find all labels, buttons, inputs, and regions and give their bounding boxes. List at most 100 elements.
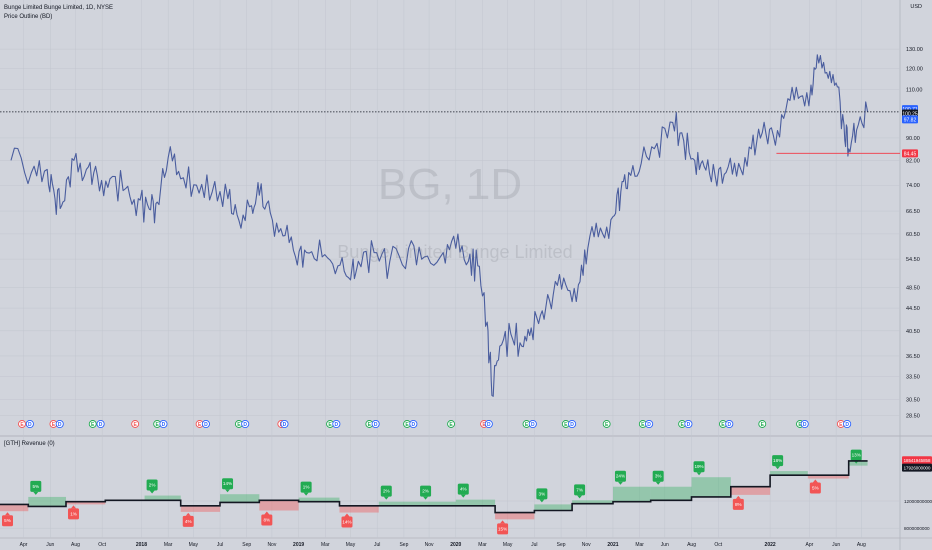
revenue-surprise-area[interactable] — [534, 504, 573, 511]
dividend-marker[interactable] — [568, 419, 577, 429]
revenue-surprise-label: 3% — [655, 474, 662, 479]
revenue-surprise-badge[interactable] — [222, 478, 234, 490]
revenue-surprise-area[interactable] — [770, 471, 808, 476]
revenue-surprise-badge[interactable] — [652, 470, 664, 482]
revenue-surprise-badge[interactable] — [146, 479, 158, 491]
revenue-surprise-badge[interactable] — [420, 485, 432, 497]
revenue-surprise-badge[interactable] — [341, 516, 353, 528]
revenue-surprise-area[interactable] — [28, 496, 67, 507]
event-marker-label: E — [482, 422, 486, 428]
earnings-marker[interactable] — [18, 420, 26, 428]
revenue-surprise-badge[interactable] — [457, 483, 469, 495]
revenue-surprise-badge[interactable] — [574, 484, 586, 496]
revenue-surprise-badge[interactable] — [300, 481, 312, 493]
dividend-marker[interactable] — [371, 419, 380, 429]
event-marker-label: E — [798, 422, 802, 428]
price-tag-label: 84.45 — [904, 151, 917, 157]
price-axis-tick: 110.00 — [906, 87, 922, 93]
revenue-surprise-area[interactable] — [144, 495, 181, 501]
event-marker-label: E — [368, 422, 372, 428]
event-marker-label: D — [531, 422, 535, 428]
revenue-surprise-area[interactable] — [650, 486, 692, 501]
revenue-panel-title[interactable]: [GTH] Revenue (0) — [4, 441, 55, 447]
symbol-legend[interactable]: Bunge Limited Bunge Limited, 1D, NYSE — [4, 5, 114, 11]
time-axis-label: May — [189, 542, 199, 548]
dividend-marker[interactable] — [484, 419, 493, 429]
revenue-surprise-area[interactable] — [298, 497, 340, 502]
revenue-surprise-badge[interactable] — [614, 470, 626, 482]
time-axis-label: Mar — [321, 542, 330, 548]
dividend-marker[interactable] — [684, 419, 693, 429]
revenue-badge-pointer — [303, 492, 309, 496]
dividend-marker[interactable] — [280, 419, 289, 429]
dividend-marker[interactable] — [528, 419, 537, 429]
earnings-marker[interactable] — [758, 420, 767, 428]
earnings-marker[interactable] — [602, 420, 611, 428]
revenue-surprise-badge[interactable] — [536, 488, 548, 500]
earnings-marker[interactable] — [131, 420, 140, 428]
revenue-surprise-area[interactable] — [180, 505, 221, 512]
revenue-surprise-area[interactable] — [612, 486, 651, 502]
revenue-surprise-label: 2% — [149, 483, 156, 488]
revenue-surprise-badge[interactable] — [850, 449, 862, 461]
revenue-surprise-area[interactable] — [0, 504, 29, 512]
dividend-marker[interactable] — [843, 419, 852, 429]
revenue-surprise-badge[interactable] — [380, 485, 392, 497]
dividend-marker[interactable] — [800, 419, 809, 429]
dividend-marker[interactable] — [55, 419, 64, 429]
earnings-marker[interactable] — [88, 420, 97, 428]
time-axis-label: Nov — [267, 542, 276, 548]
revenue-actual-step-line[interactable] — [0, 460, 868, 514]
revenue-surprise-area[interactable] — [572, 500, 613, 504]
revenue-surprise-area[interactable] — [495, 512, 535, 520]
revenue-badge-pointer — [185, 512, 191, 516]
dividend-marker[interactable] — [159, 419, 168, 429]
revenue-surprise-badge[interactable] — [772, 455, 784, 467]
revenue-surprise-area[interactable] — [378, 501, 419, 506]
earnings-marker[interactable] — [447, 420, 456, 428]
revenue-badge-pointer — [5, 512, 10, 516]
revenue-surprise-area[interactable] — [691, 477, 731, 497]
watermark-name: Bunge Limited Bunge Limited — [337, 242, 573, 262]
revenue-surprise-badge[interactable] — [182, 515, 194, 527]
dividend-marker[interactable] — [241, 419, 250, 429]
revenue-surprise-badge[interactable] — [497, 523, 509, 535]
revenue-surprise-badge[interactable] — [261, 514, 273, 526]
event-marker-label: E — [680, 422, 684, 428]
revenue-surprise-area[interactable] — [848, 460, 868, 466]
revenue-surprise-badge[interactable] — [2, 515, 13, 527]
indicator-legend[interactable]: Price Outline (BD) — [4, 14, 53, 20]
revenue-surprise-area[interactable] — [259, 500, 299, 511]
time-axis-label: Mar — [164, 542, 173, 548]
revenue-badge-pointer — [225, 489, 231, 493]
dividend-marker[interactable] — [409, 419, 418, 429]
revenue-surprise-badge[interactable] — [693, 461, 705, 473]
price-line[interactable] — [10, 54, 869, 397]
time-axis-label: Aug — [71, 542, 80, 548]
revenue-surprise-area[interactable] — [220, 494, 260, 503]
revenue-surprise-area[interactable] — [66, 501, 106, 505]
revenue-surprise-area[interactable] — [730, 486, 771, 495]
revenue-surprise-badge[interactable] — [732, 498, 744, 510]
revenue-surprise-area[interactable] — [455, 499, 496, 506]
revenue-surprise-area[interactable] — [339, 505, 379, 513]
event-marker-label: E — [605, 422, 609, 428]
dividend-marker[interactable] — [725, 419, 734, 429]
dividend-marker[interactable] — [25, 419, 34, 429]
dividend-marker[interactable] — [645, 419, 654, 429]
dividend-marker[interactable] — [201, 419, 210, 429]
time-axis-label: Sep — [557, 542, 566, 548]
revenue-badge-pointer — [33, 491, 39, 495]
revenue-surprise-badge[interactable] — [30, 480, 42, 492]
revenue-surprise-area[interactable] — [807, 475, 849, 479]
dividend-marker[interactable] — [96, 419, 105, 429]
revenue-surprise-badge[interactable] — [68, 508, 80, 520]
revenue-surprise-badge[interactable] — [809, 482, 821, 494]
revenue-badge-pointer — [71, 505, 77, 509]
revenue-surprise-area[interactable] — [418, 501, 456, 506]
dividend-marker[interactable] — [332, 419, 341, 429]
currency-label[interactable]: USD — [910, 4, 922, 10]
price-axis-tick: 30.50 — [906, 397, 920, 403]
revenue-badge-pointer — [655, 481, 661, 485]
